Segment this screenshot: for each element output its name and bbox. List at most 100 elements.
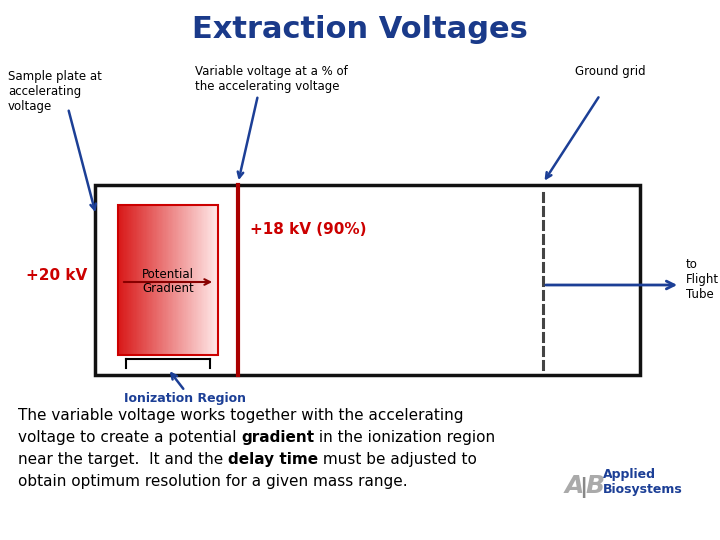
Bar xyxy=(147,205,149,355)
Bar xyxy=(213,205,215,355)
Bar xyxy=(139,205,141,355)
Bar xyxy=(166,205,168,355)
Bar xyxy=(132,205,134,355)
Bar xyxy=(118,205,218,355)
Bar xyxy=(154,205,156,355)
Bar xyxy=(208,205,210,355)
Bar xyxy=(128,205,130,355)
Bar xyxy=(188,205,190,355)
Bar xyxy=(210,205,211,355)
Bar xyxy=(150,205,153,355)
Bar xyxy=(164,205,166,355)
Bar xyxy=(125,205,127,355)
Text: +20 kV: +20 kV xyxy=(27,267,88,282)
Bar xyxy=(191,205,192,355)
Text: obtain optimum resolution for a given mass range.: obtain optimum resolution for a given ma… xyxy=(18,474,408,489)
Bar xyxy=(144,205,146,355)
Bar xyxy=(176,205,178,355)
Text: The variable voltage works together with the accelerating: The variable voltage works together with… xyxy=(18,408,464,423)
Text: A: A xyxy=(565,474,585,498)
Text: |: | xyxy=(579,477,588,498)
Bar xyxy=(153,205,155,355)
Bar xyxy=(130,205,131,355)
Bar xyxy=(207,205,209,355)
Bar xyxy=(133,205,135,355)
Text: +18 kV (90%): +18 kV (90%) xyxy=(250,222,366,238)
Text: to
Flight
Tube: to Flight Tube xyxy=(686,259,719,301)
Text: delay time: delay time xyxy=(228,452,318,467)
Bar xyxy=(210,205,212,355)
Bar xyxy=(184,205,186,355)
Text: gradient: gradient xyxy=(241,430,315,445)
Bar xyxy=(181,205,184,355)
Text: voltage to create a potential: voltage to create a potential xyxy=(18,430,241,445)
Bar xyxy=(138,205,140,355)
Bar xyxy=(217,205,219,355)
Bar xyxy=(204,205,207,355)
Bar xyxy=(176,205,179,355)
Bar xyxy=(161,205,163,355)
Bar xyxy=(123,205,125,355)
Text: B: B xyxy=(585,474,604,498)
Bar xyxy=(199,205,202,355)
Bar xyxy=(181,205,183,355)
Bar xyxy=(169,205,171,355)
Bar xyxy=(215,205,217,355)
Bar xyxy=(174,205,176,355)
Text: Variable voltage at a % of
the accelerating voltage: Variable voltage at a % of the accelerat… xyxy=(195,65,348,93)
Bar xyxy=(215,205,216,355)
Bar xyxy=(148,205,150,355)
Bar xyxy=(143,205,145,355)
Bar xyxy=(198,205,200,355)
Bar xyxy=(172,205,174,355)
Bar xyxy=(171,205,173,355)
Bar xyxy=(200,205,202,355)
Text: near the target.  It and the: near the target. It and the xyxy=(18,452,228,467)
Bar xyxy=(163,205,165,355)
Bar xyxy=(135,205,138,355)
Bar xyxy=(137,205,139,355)
Text: Ionization Region: Ionization Region xyxy=(124,392,246,405)
Bar xyxy=(192,205,194,355)
Bar xyxy=(159,205,161,355)
Bar xyxy=(194,205,197,355)
Bar xyxy=(189,205,192,355)
Bar xyxy=(142,205,144,355)
Text: Potential: Potential xyxy=(142,268,194,281)
Text: Applied
Biosystems: Applied Biosystems xyxy=(603,468,683,496)
Bar xyxy=(152,205,154,355)
Bar xyxy=(178,205,180,355)
Bar xyxy=(120,205,121,355)
Bar xyxy=(127,205,129,355)
Bar xyxy=(140,205,143,355)
Text: Ground grid: Ground grid xyxy=(575,65,646,78)
Bar xyxy=(145,205,148,355)
Bar xyxy=(120,205,122,355)
Bar xyxy=(196,205,197,355)
Bar xyxy=(157,205,159,355)
Bar xyxy=(183,205,185,355)
Bar xyxy=(162,205,164,355)
Bar xyxy=(125,205,126,355)
Bar xyxy=(95,185,640,375)
Bar xyxy=(149,205,151,355)
Bar xyxy=(186,205,189,355)
Bar xyxy=(197,205,199,355)
Bar xyxy=(173,205,175,355)
Bar xyxy=(118,205,120,355)
Bar xyxy=(212,205,214,355)
Bar xyxy=(203,205,205,355)
Bar xyxy=(130,205,132,355)
Text: in the ionization region: in the ionization region xyxy=(315,430,495,445)
Bar xyxy=(122,205,124,355)
Bar xyxy=(186,205,187,355)
Text: Sample plate at
accelerating
voltage: Sample plate at accelerating voltage xyxy=(8,70,102,113)
Bar xyxy=(156,205,158,355)
Text: Extraction Voltages: Extraction Voltages xyxy=(192,16,528,44)
Bar xyxy=(167,205,168,355)
Bar xyxy=(179,205,181,355)
Bar xyxy=(158,205,160,355)
Text: Gradient: Gradient xyxy=(142,281,194,294)
Text: must be adjusted to: must be adjusted to xyxy=(318,452,477,467)
Bar xyxy=(168,205,170,355)
